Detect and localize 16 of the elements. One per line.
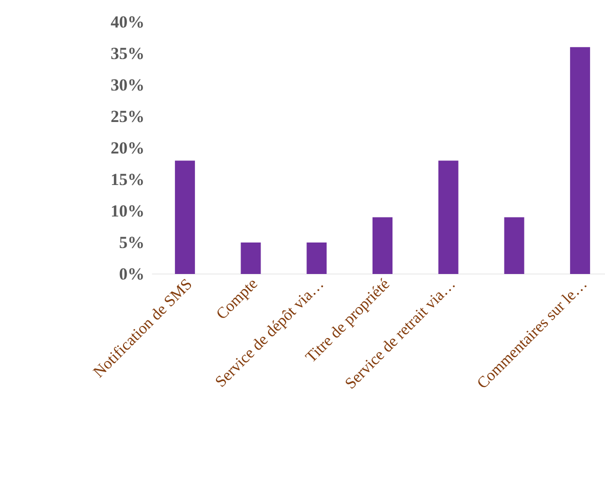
bar bbox=[174, 160, 195, 274]
bar bbox=[438, 160, 458, 274]
bar bbox=[570, 47, 590, 274]
y-tick-label: 15% bbox=[112, 174, 143, 186]
y-tick-label: 35% bbox=[111, 48, 143, 60]
y-tick-label: 40% bbox=[110, 16, 143, 28]
y-tick-label: 30% bbox=[111, 79, 143, 91]
y-tick-label: 10% bbox=[112, 205, 143, 217]
y-tick-label: 20% bbox=[111, 142, 143, 154]
y-tick-label: 5% bbox=[120, 236, 143, 248]
y-tick-label: 0% bbox=[120, 268, 143, 280]
bar bbox=[240, 242, 261, 274]
y-tick-label: 25% bbox=[111, 110, 143, 122]
bar bbox=[306, 242, 327, 274]
bar bbox=[372, 217, 393, 274]
bar bbox=[504, 217, 524, 274]
